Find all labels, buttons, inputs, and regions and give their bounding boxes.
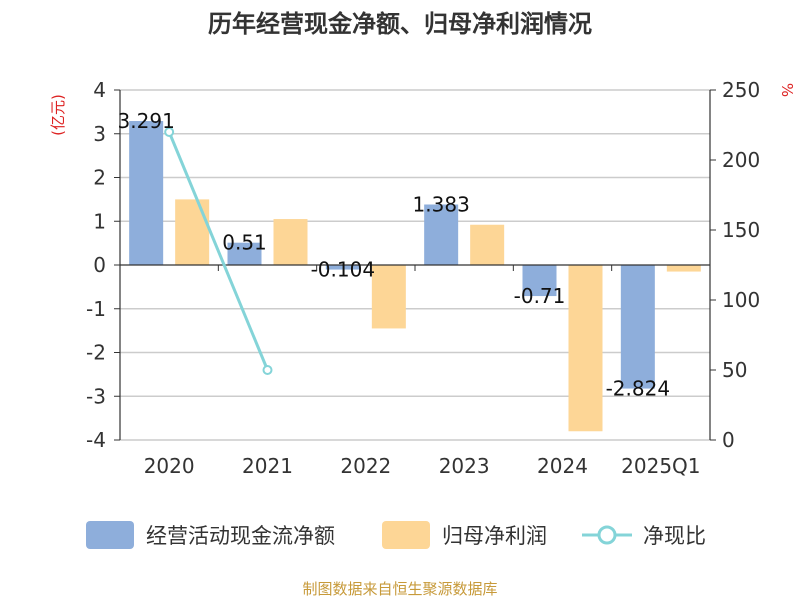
left-axis-ticks: 4 3 2 1 0 -1 -2 -3 -4 (86, 78, 120, 452)
bar-cash-flow-2020 (129, 121, 164, 265)
right-tick-label: 100 (722, 288, 760, 312)
left-tick-label: -1 (86, 297, 106, 321)
chart-title: 历年经营现金净额、归母净利润情况 (208, 10, 592, 38)
legend-swatch-net-profit[interactable] (382, 521, 430, 549)
cash-ratio-line (167, 131, 269, 371)
left-tick-label: 0 (93, 253, 106, 277)
bar-cash-flow-2023 (424, 204, 459, 265)
bar-cash-flow-2022 (325, 265, 360, 270)
left-tick-label: -3 (86, 384, 106, 408)
right-tick-label: 0 (722, 428, 735, 452)
bar-net-profit-2021 (273, 219, 308, 265)
line-series (164, 127, 273, 375)
left-tick-label: 4 (93, 78, 106, 102)
left-tick-label: 3 (93, 122, 106, 146)
category-label-2021: 2021 (242, 454, 293, 478)
data-label-cash-flow-2021: 0.51 (222, 231, 267, 255)
category-label-2025Q1: 2025Q1 (621, 454, 700, 478)
right-axis-ticks: 250 200 150 100 50 0 (710, 78, 760, 452)
category-label-2022: 2022 (340, 454, 391, 478)
data-label-cash-flow-2024: -0.71 (514, 284, 566, 308)
left-tick-label: 2 (93, 166, 106, 190)
left-tick-label: -2 (86, 341, 106, 365)
bar-net-profit-2024 (568, 265, 603, 432)
right-tick-label: 150 (722, 218, 760, 242)
category-label-2020: 2020 (144, 454, 195, 478)
right-tick-label: 50 (722, 358, 747, 382)
data-label-cash-flow-2020: 3.291 (118, 109, 175, 133)
left-axis-label: (亿元) (49, 94, 67, 136)
source-note: 制图数据来自恒生聚源数据库 (302, 580, 497, 598)
bar-series (129, 121, 701, 432)
legend-label-cash-flow[interactable]: 经营活动现金流净额 (146, 524, 335, 548)
cash-ratio-point-1 (262, 365, 273, 375)
data-label-cash-flow-2022: -0.104 (311, 258, 375, 282)
bar-cash-flow-2024 (522, 265, 557, 297)
legend-marker-cash-ratio[interactable] (597, 525, 617, 545)
data-label-cash-flow-2025Q1: -2.824 (606, 377, 670, 401)
right-tick-label: 200 (722, 148, 760, 172)
legend: 经营活动现金流净额 归母净利润 净现比 (86, 521, 706, 549)
cash-ratio-point-0 (164, 127, 175, 137)
right-axis-label: % (778, 83, 796, 97)
bar-net-profit-2023 (470, 224, 505, 265)
category-ticks: 2020 2021 2022 2023 2024 2025Q1 (119, 265, 711, 478)
bar-cash-flow-2021 (227, 242, 262, 265)
legend-swatch-cash-flow[interactable] (86, 521, 134, 549)
category-label-2023: 2023 (439, 454, 490, 478)
left-tick-label: -4 (86, 428, 106, 452)
data-labels: 3.291 0.51 -0.104 1.383 -0.71 -2.824 (118, 109, 671, 401)
category-label-2024: 2024 (537, 454, 588, 478)
bar-net-profit-2022 (371, 265, 406, 329)
right-tick-label: 250 (722, 78, 760, 102)
bar-net-profit-2025Q1 (666, 265, 701, 272)
bar-cash-flow-2025Q1 (620, 265, 655, 389)
bar-net-profit-2020 (175, 199, 210, 265)
data-label-cash-flow-2023: 1.383 (413, 192, 470, 216)
left-tick-label: 1 (93, 209, 106, 233)
gridlines (120, 89, 710, 441)
legend-label-net-profit[interactable]: 归母净利润 (442, 524, 547, 548)
legend-label-cash-ratio[interactable]: 净现比 (643, 524, 706, 548)
